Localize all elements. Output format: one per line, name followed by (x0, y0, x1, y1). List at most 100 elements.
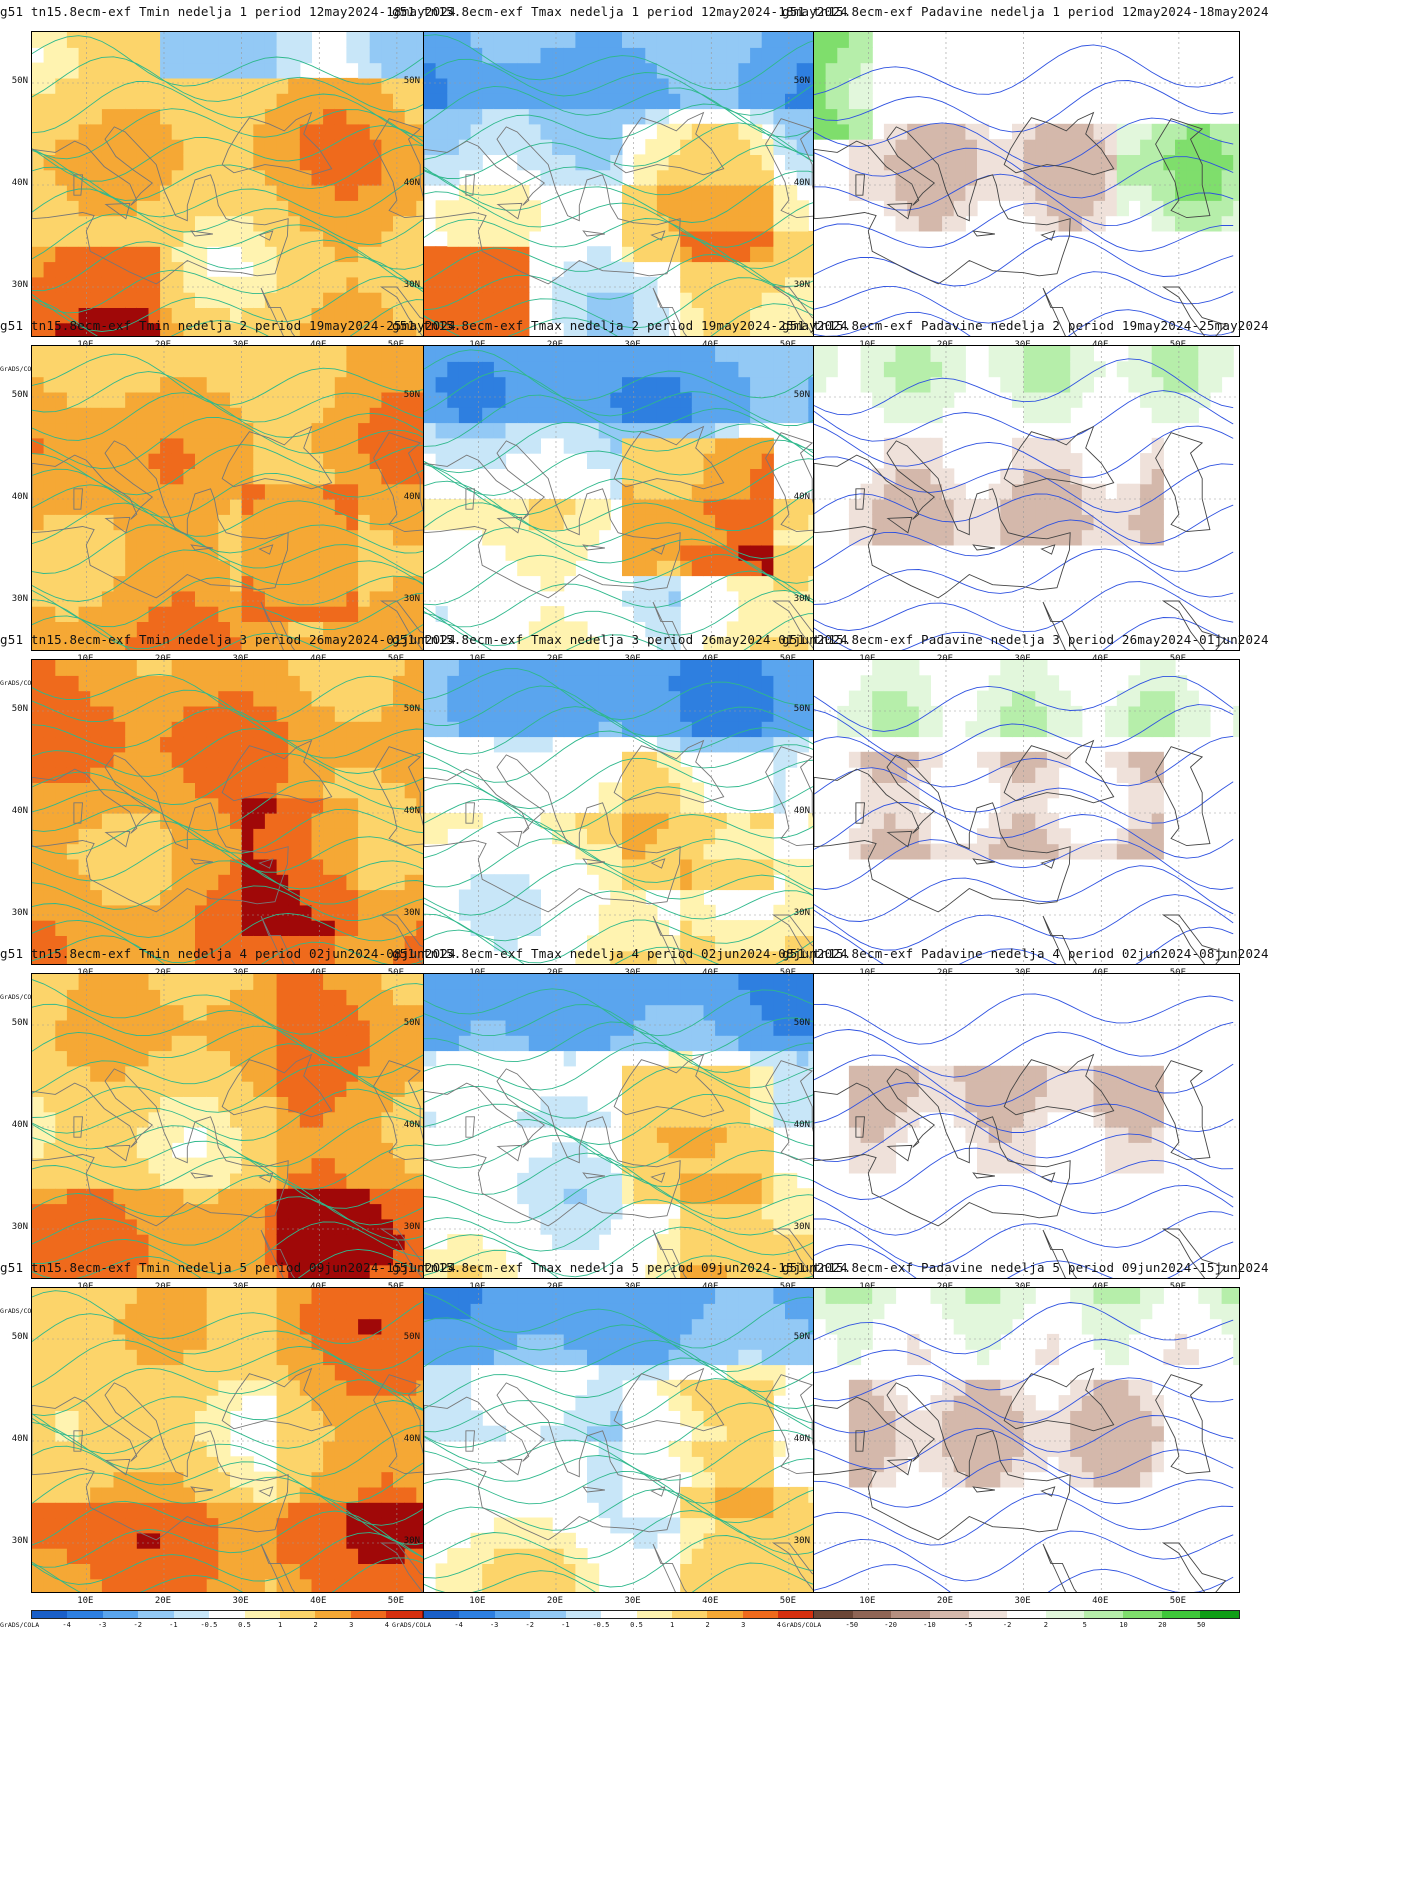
lat-label: 50N (793, 1332, 810, 1342)
colorbar-swatch (350, 1611, 387, 1618)
panel-title: g51 tn15.8ecm-exf Tmax nedelja 1 period … (392, 4, 848, 19)
colorbar-tick: 1 (669, 1621, 675, 1629)
precip-contours (814, 993, 1234, 1278)
map-panel-padavine-week-3: g51 tn15.8ecm-exf Padavine nedelja 3 per… (782, 632, 1269, 1010)
panel-title: g51 tn15.8ecm-exf Tmin nedelja 1 period … (0, 4, 456, 19)
lat-label: 50N (11, 76, 28, 86)
lat-label: 50N (11, 1018, 28, 1028)
map-canvas (814, 660, 1239, 964)
colorbar-tick: -50 (845, 1621, 859, 1629)
lat-label: 30N (11, 594, 28, 604)
temperature-contours (424, 1292, 844, 1592)
colorbar-swatch (968, 1611, 1008, 1618)
colorbar-swatch (1123, 1611, 1162, 1618)
colorbar-swatch (778, 1611, 814, 1618)
panel-title: g51 tn15.8ecm-exf Tmin nedelja 3 period … (0, 632, 456, 647)
anomaly-shading (837, 660, 1239, 860)
panel-title: g51 tn15.8ecm-exf Tmax nedelja 4 period … (392, 946, 848, 961)
map-area (31, 659, 458, 965)
graticule (814, 660, 1239, 964)
coastline (814, 739, 1227, 964)
map-canvas (424, 660, 849, 964)
colorbar-tick: -4 (62, 1621, 71, 1629)
map-area (813, 31, 1240, 337)
lat-label: 40N (403, 1120, 420, 1130)
lon-label: 50E (387, 1596, 405, 1606)
panel-title: g51 tn15.8ecm-exf Padavine nedelja 1 per… (782, 4, 1269, 19)
panel-title: g51 tn15.8ecm-exf Tmin nedelja 2 period … (0, 318, 456, 333)
colorbar-tick: -1 (561, 1621, 570, 1629)
lon-label: 20E (936, 1596, 954, 1606)
lat-label: 30N (793, 280, 810, 290)
map-area (31, 973, 458, 1279)
lon-label: 20E (154, 1596, 172, 1606)
colorbar-swatch (244, 1611, 280, 1618)
lat-label: 40N (403, 806, 420, 816)
lat-label: 40N (793, 1120, 810, 1130)
lat-label: 40N (11, 492, 28, 502)
panel-title: g51 tn15.8ecm-exf Padavine nedelja 5 per… (782, 1260, 1269, 1275)
coastline (32, 111, 445, 336)
colorbar-swatch (67, 1611, 103, 1618)
temperature-contours (32, 353, 452, 650)
coastline (814, 425, 1227, 650)
colorbar-swatch (424, 1611, 460, 1618)
lat-label: 50N (11, 390, 28, 400)
panel-title: g51 tn15.8ecm-exf Padavine nedelja 4 per… (782, 946, 1269, 961)
map-panel-padavine-week-5: g51 tn15.8ecm-exf Padavine nedelja 5 per… (782, 1260, 1269, 1638)
colorbar-swatch (601, 1611, 637, 1618)
lat-label: 40N (403, 492, 420, 502)
panel-title: g51 tn15.8ecm-exf Tmax nedelja 5 period … (392, 1260, 848, 1275)
colorbar-tick: -4 (454, 1621, 463, 1629)
coastline (424, 739, 837, 964)
lon-label: 10E (77, 1596, 94, 1606)
lon-label: 10E (859, 1596, 876, 1606)
map-panel-padavine-week-4: g51 tn15.8ecm-exf Padavine nedelja 4 per… (782, 946, 1269, 1324)
lat-label: 40N (793, 806, 810, 816)
lat-label: 40N (11, 1434, 28, 1444)
colorbar-swatch (852, 1611, 892, 1618)
coastline (424, 111, 837, 336)
colorbar-tick: 2 (313, 1621, 318, 1629)
colorbar-tick: 50 (1196, 1621, 1206, 1629)
grads-credit: GrADS/COLA (0, 1621, 40, 1629)
lat-label: 40N (793, 178, 810, 188)
lon-label: 40E (702, 1596, 719, 1606)
lat-label: 50N (403, 704, 420, 714)
lat-label: 40N (403, 178, 420, 188)
colorbar-tick: 0.5 (238, 1621, 251, 1629)
lat-label: 30N (793, 1222, 810, 1232)
colorbar-swatch (671, 1611, 708, 1618)
precip-contours (814, 1302, 1234, 1592)
lat-label: 40N (11, 806, 28, 816)
lat-label: 30N (11, 280, 28, 290)
colorbar-tick: 3 (741, 1621, 746, 1629)
colorbar-swatch (102, 1611, 139, 1618)
map-area (423, 31, 850, 337)
colorbar-tick: -2 (133, 1621, 142, 1629)
lat-label: 30N (403, 1222, 420, 1232)
colorbar-tick: -20 (884, 1621, 897, 1629)
colorbar-swatch (279, 1611, 316, 1618)
colorbar-swatch (315, 1611, 351, 1618)
colorbar-swatch (1007, 1611, 1046, 1618)
lat-label: 30N (11, 908, 28, 918)
lat-label: 30N (793, 1536, 810, 1546)
colorbar-tick: 4 (776, 1621, 781, 1629)
panel-title: g51 tn15.8ecm-exf Tmax nedelja 2 period … (392, 318, 848, 333)
temperature-contours (32, 35, 452, 336)
graticule (814, 32, 1239, 336)
colorbar-tick: 0.5 (630, 1621, 643, 1629)
colorbar-tick: -10 (923, 1621, 936, 1629)
anomaly-shading (848, 1065, 1164, 1174)
colorbar-tick: 3 (349, 1621, 354, 1629)
colorbar-tick: 1 (277, 1621, 283, 1629)
colorbar-tick: -3 (97, 1621, 107, 1629)
map-canvas (814, 346, 1239, 650)
lat-label: 30N (403, 594, 420, 604)
lat-label: 50N (793, 704, 810, 714)
panel-title: g51 tn15.8ecm-exf Tmax nedelja 3 period … (392, 632, 848, 647)
lat-label: 30N (11, 1222, 28, 1232)
panel-title: g51 tn15.8ecm-exf Tmin nedelja 5 period … (0, 1260, 456, 1275)
precip-contours (814, 358, 1234, 650)
